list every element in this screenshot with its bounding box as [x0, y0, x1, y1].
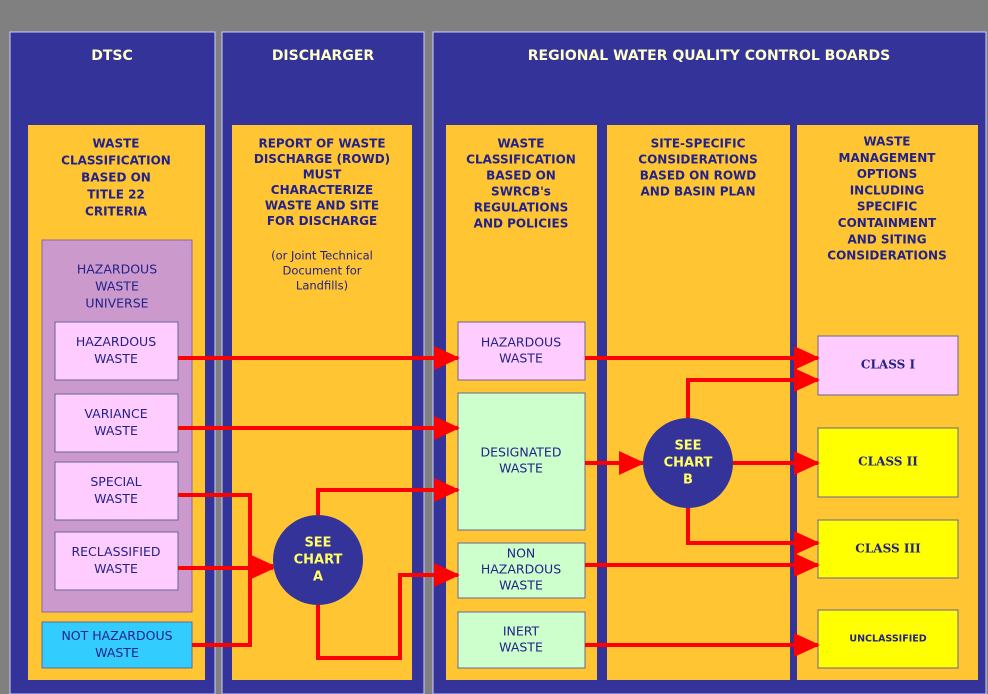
heading: FOR DISCHARGE	[267, 214, 377, 228]
note: (or Joint Technical	[271, 249, 373, 263]
box-label: WASTE	[499, 351, 543, 366]
box-label: HAZARDOUS	[481, 562, 561, 577]
box-label: NON	[507, 546, 536, 561]
class-label: CLASS III	[855, 542, 921, 556]
note: Document for	[282, 264, 361, 278]
box-label: INERT	[503, 624, 540, 639]
heading: AND POLICIES	[474, 217, 569, 231]
heading: CLASSIFICATION	[466, 153, 576, 167]
heading: INCLUDING	[850, 183, 925, 197]
chart-circle	[273, 515, 363, 605]
universe-label: HAZARDOUS	[77, 262, 157, 277]
arrow	[316, 563, 460, 660]
heading: REPORT OF WASTE	[258, 137, 385, 151]
chart-circle	[643, 418, 733, 508]
heading: OPTIONS	[857, 167, 918, 181]
circle-label: CHART	[664, 456, 713, 471]
heading: CONSIDERATIONS	[638, 153, 757, 167]
heading: WASTE AND SITE	[265, 199, 379, 213]
heading: AND SITING	[847, 232, 926, 246]
class-label: CLASS I	[861, 358, 916, 372]
arrows	[178, 346, 820, 660]
heading: BASED ON	[81, 171, 151, 185]
heading: AND BASIN PLAN	[640, 185, 755, 199]
heading: WASTE	[863, 135, 910, 149]
universe-label: WASTE	[95, 279, 139, 294]
box-label: WASTE	[94, 491, 138, 506]
circle-label: A	[313, 570, 323, 585]
column	[797, 125, 978, 680]
heading: CRITERIA	[85, 205, 148, 219]
panel-title: REGIONAL WATER QUALITY CONTROL BOARDS	[528, 48, 890, 64]
heading: CONSIDERATIONS	[827, 249, 946, 263]
waste-box	[54, 461, 179, 521]
heading: CLASSIFICATION	[61, 154, 171, 168]
waste-box	[54, 321, 179, 381]
waste-box	[457, 321, 586, 381]
heading: BASED ON ROWD	[640, 169, 757, 183]
waste-box	[54, 393, 179, 453]
heading: DISCHARGE (ROWD)	[254, 152, 390, 166]
column	[607, 125, 790, 680]
class-box	[817, 427, 959, 498]
circle-label: SEE	[674, 439, 701, 454]
class-box	[817, 519, 959, 579]
heading: MANAGEMENT	[839, 151, 937, 165]
box-label: DESIGNATED	[481, 445, 562, 460]
class-label: UNCLASSIFIED	[849, 634, 926, 645]
box-label: WASTE	[499, 640, 543, 655]
box-label: WASTE	[94, 561, 138, 576]
heading: SWRCB's	[491, 185, 551, 199]
heading: WASTE	[92, 137, 139, 151]
panel-title: DISCHARGER	[272, 48, 375, 64]
heading: REGULATIONS	[474, 201, 569, 215]
circle-label: CHART	[294, 553, 343, 568]
universe-label: UNIVERSE	[85, 296, 148, 311]
box-label: VARIANCE	[84, 406, 147, 421]
waste-box	[457, 611, 586, 669]
note: Landfills)	[296, 279, 348, 293]
box-label: WASTE	[94, 423, 138, 438]
class-label: CLASS II	[858, 455, 918, 469]
panel-title: DTSC	[91, 48, 133, 64]
arrow	[686, 368, 820, 418]
box-label: NOT HAZARDOUS	[61, 628, 172, 643]
waste-box	[457, 392, 586, 531]
box-label: RECLASSIFIED	[71, 544, 160, 559]
heading: CONTAINMENT	[838, 216, 937, 230]
waste-box	[457, 542, 586, 599]
circle-label: B	[683, 473, 693, 488]
waste-box	[41, 621, 193, 669]
arrow	[316, 478, 460, 515]
heading: MUST	[303, 168, 342, 182]
heading: SITE-SPECIFIC	[651, 137, 746, 151]
heading: CHARACTERIZE	[271, 183, 373, 197]
box-label: HAZARDOUS	[481, 335, 561, 350]
box-label: SPECIAL	[90, 474, 141, 489]
arrow	[686, 508, 820, 555]
box-label: WASTE	[499, 578, 543, 593]
class-box	[817, 335, 959, 396]
box-label: WASTE	[499, 461, 543, 476]
box-label: WASTE	[94, 351, 138, 366]
box-label: HAZARDOUS	[76, 334, 156, 349]
heading: BASED ON	[486, 169, 556, 183]
heading: SPECIFIC	[857, 200, 918, 214]
heading: TITLE 22	[87, 188, 145, 202]
heading: WASTE	[497, 137, 544, 151]
box-label: WASTE	[95, 645, 139, 660]
circle-label: SEE	[304, 536, 331, 551]
waste-box	[54, 531, 179, 591]
